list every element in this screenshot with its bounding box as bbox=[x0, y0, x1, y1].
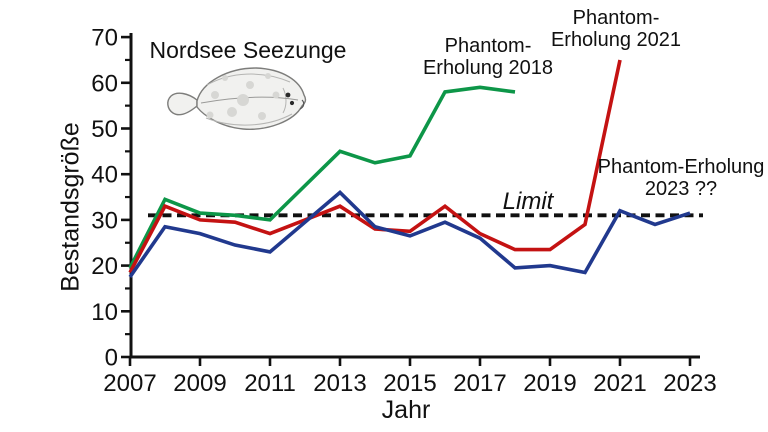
chart-title: Nordsee Seezunge bbox=[149, 37, 347, 63]
fish-mouth bbox=[299, 99, 305, 110]
series-line-1 bbox=[128, 59, 622, 274]
annotation-phantom-erholung-2021: Phantom- Erholung 2021 bbox=[550, 7, 682, 51]
x-tick-label: 2009 bbox=[173, 370, 226, 397]
y-tick-label: 0 bbox=[105, 345, 118, 372]
x-tick-label: 2017 bbox=[453, 370, 506, 397]
y-tick-label: 50 bbox=[91, 116, 118, 143]
x-tick-label: 2011 bbox=[244, 370, 296, 397]
fish-eyes bbox=[285, 92, 295, 106]
y-axis-label: Bestandsgröße bbox=[56, 122, 85, 292]
limit-label: Limit bbox=[502, 188, 554, 215]
fish-spots bbox=[206, 73, 280, 120]
x-tick-label: 2021 bbox=[593, 370, 646, 397]
x-tick-label: 2019 bbox=[523, 370, 576, 397]
x-axis-label: Jahr bbox=[381, 396, 431, 424]
y-tick-label: 70 bbox=[91, 25, 118, 52]
fish-lateral-line bbox=[200, 96, 299, 104]
x-tick-label: 2015 bbox=[383, 370, 436, 397]
annotation-phantom-erholung-2018: Phantom- Erholung 2018 bbox=[422, 35, 554, 79]
annotation-phantom-erholung-2023: Phantom-Erholung 2023 ?? bbox=[597, 156, 765, 200]
y-tick-label: 10 bbox=[91, 299, 118, 326]
y-tick-label: 20 bbox=[91, 253, 118, 280]
x-tick-label: 2013 bbox=[313, 370, 366, 397]
x-tick-label: 2007 bbox=[103, 370, 156, 397]
sole-fish-illustration bbox=[167, 67, 307, 130]
fish-tail bbox=[167, 92, 198, 116]
y-tick-label: 30 bbox=[91, 207, 118, 234]
series-line-0 bbox=[128, 85, 516, 269]
series-line-2 bbox=[128, 190, 691, 279]
y-tick-label: 60 bbox=[91, 70, 118, 97]
fish-body bbox=[196, 67, 307, 130]
x-tick-label: 2023 bbox=[663, 370, 716, 397]
y-tick-label: 40 bbox=[91, 162, 118, 189]
